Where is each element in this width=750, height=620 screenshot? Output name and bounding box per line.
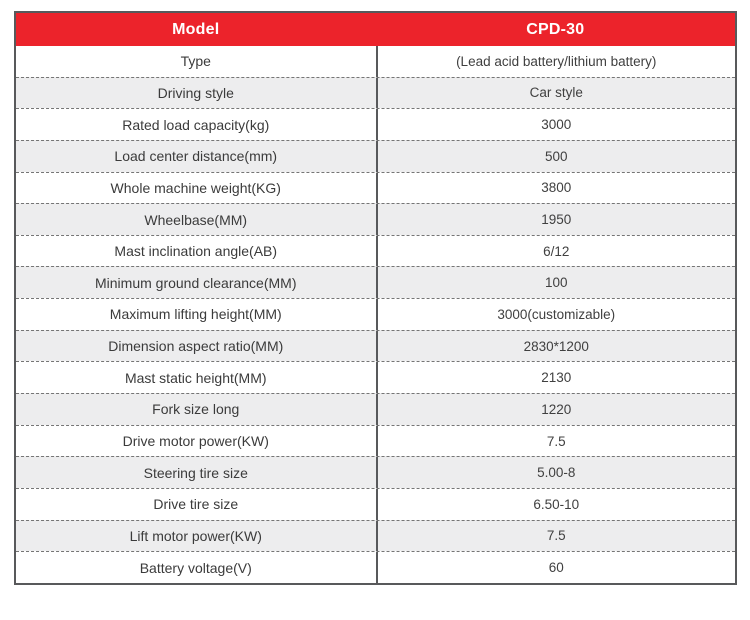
table-header-row: Model CPD-30 [16,13,735,46]
spec-label: Drive tire size [153,496,239,513]
spec-value: 6/12 [375,235,736,267]
table-row: Driving style Car style [16,76,736,109]
spec-label: Dimension aspect ratio(MM) [108,338,284,355]
spec-value: 500 [375,140,736,172]
spec-value: (Lead acid battery/lithium battery) [375,46,736,77]
spec-value: 3800 [375,172,736,204]
table-body: Type (Lead acid battery/lithium battery)… [16,46,735,583]
spec-label: Driving style [157,84,234,101]
model-header-value: CPD-30 [526,20,585,38]
spec-value: 6.50-10 [375,488,736,520]
table-row: Battery voltage(V) 60 [16,551,735,583]
spec-label: Rated load capacity(kg) [122,116,270,133]
spec-label: Wheelbase(MM) [144,211,248,228]
specification-table: Model CPD-30 Type (Lead acid battery/lit… [14,11,737,585]
spec-label: Lift motor power(KW) [129,527,262,544]
table-row: Lift motor power(KW) 7.5 [16,519,736,552]
table-row: Minimum ground clearance(MM) 100 [16,266,736,299]
spec-value: 3000(customizable) [375,299,736,330]
table-row: Load center distance(mm) 500 [16,139,736,172]
spec-label: Battery voltage(V) [139,559,252,576]
spec-value: 60 [375,552,736,583]
spec-label: Drive motor power(KW) [122,433,269,449]
table-row: Mast inclination angle(AB) 6/12 [16,234,736,267]
spec-value: 100 [375,267,736,299]
spec-label: Maximum lifting height(MM) [109,306,282,323]
spec-value: 7.5 [375,425,736,457]
spec-label: Minimum ground clearance(MM) [94,274,297,291]
table-row: Drive motor power(KW) 7.5 [16,424,736,457]
table-row: Maximum lifting height(MM) 3000(customiz… [16,298,735,330]
spec-label: Steering tire size [143,464,248,481]
spec-label: Type [180,53,211,70]
spec-label: Load center distance(mm) [114,148,278,165]
table-row: Fork size long 1220 [16,393,735,425]
table-row: Mast static height(MM) 2130 [16,361,736,394]
spec-label: Mast inclination angle(AB) [114,243,278,260]
spec-label: Fork size long [152,401,240,418]
spec-value: 1220 [375,394,736,425]
table-row: Type (Lead acid battery/lithium battery) [16,46,735,77]
model-header-label: Model [172,20,220,38]
spec-value: 3000 [375,109,736,140]
spec-value: Car style [375,77,736,109]
table-row: Wheelbase(MM) 1950 [16,203,735,235]
table-row: Steering tire size 5.00-8 [16,456,735,488]
spec-value: 7.5 [375,520,736,552]
spec-value: 5.00-8 [375,457,736,488]
table-row: Rated load capacity(kg) 3000 [16,108,735,140]
spec-label: Whole machine weight(KG) [110,179,281,196]
spec-label: Mast static height(MM) [124,369,267,386]
spec-value: 1950 [375,204,736,235]
table-row: Drive tire size 6.50-10 [16,487,736,520]
spec-value: 2130 [375,362,736,394]
table-row: Dimension aspect ratio(MM) 2830*1200 [16,329,736,362]
table-row: Whole machine weight(KG) 3800 [16,171,736,204]
spec-value: 2830*1200 [375,330,736,362]
